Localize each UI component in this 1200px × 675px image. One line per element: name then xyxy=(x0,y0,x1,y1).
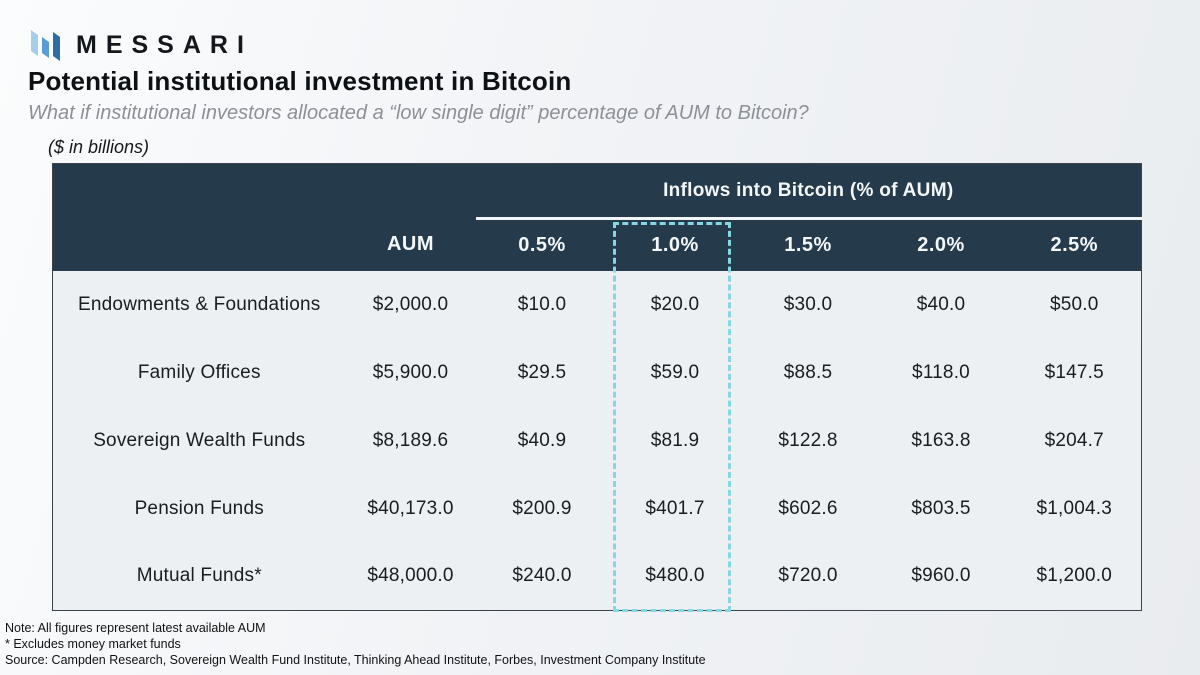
cell-2-5pct: $204.7 xyxy=(1044,429,1104,451)
footnote-asterisk: * Excludes money market funds xyxy=(5,637,181,651)
cell-2-0pct: $118.0 xyxy=(912,361,970,383)
cell-0-5pct: $10.0 xyxy=(517,293,567,315)
cell-1-5pct: $602.6 xyxy=(778,497,838,519)
cell-1-0pct: $401.7 xyxy=(645,497,705,519)
cell-aum: $2,000.0 xyxy=(372,293,449,315)
col-header-blank xyxy=(52,218,346,271)
table-row: Family Offices $5,900.0 $29.5 $59.0 $88.… xyxy=(52,338,1142,407)
cell-1-5pct: $88.5 xyxy=(783,361,833,383)
cell-2-5pct: $147.5 xyxy=(1044,361,1104,383)
units-note: ($ in billions) xyxy=(48,137,150,157)
messari-logo-icon xyxy=(31,30,60,61)
cell-1-0pct: $81.9 xyxy=(650,429,700,451)
header-spacer xyxy=(52,163,476,219)
cell-2-5pct: $1,004.3 xyxy=(1036,497,1113,519)
row-label: Endowments & Foundations xyxy=(78,293,321,315)
cell-aum: $8,189.6 xyxy=(372,429,449,451)
table-row: Pension Funds $40,173.0 $200.9 $401.7 $6… xyxy=(52,474,1142,543)
cell-0-5pct: $240.0 xyxy=(512,565,572,587)
messari-logo: MESSARI xyxy=(28,27,253,63)
cell-2-5pct: $1,200.0 xyxy=(1036,565,1113,587)
cell-0-5pct: $200.9 xyxy=(512,497,572,519)
messari-wordmark: MESSARI xyxy=(76,30,253,59)
cell-0-5pct: $29.5 xyxy=(517,361,567,383)
cell-1-5pct: $720.0 xyxy=(778,565,838,587)
row-label: Family Offices xyxy=(137,361,261,383)
page-subtitle: What if institutional investors allocate… xyxy=(28,102,809,124)
col-header-1-0pct: 1.0% xyxy=(608,218,742,271)
table-row: Sovereign Wealth Funds $8,189.6 $40.9 $8… xyxy=(52,406,1142,475)
aum-inflows-table: Inflows into Bitcoin (% of AUM) AUM 0.5%… xyxy=(52,163,1143,612)
cell-aum: $48,000.0 xyxy=(367,565,454,587)
col-header-2-0pct: 2.0% xyxy=(874,218,1008,271)
col-header-2-5pct: 2.5% xyxy=(1007,218,1142,271)
row-label: Sovereign Wealth Funds xyxy=(93,429,306,451)
cell-0-5pct: $40.9 xyxy=(517,429,567,451)
cell-1-5pct: $30.0 xyxy=(783,293,833,315)
row-label: Mutual Funds* xyxy=(136,565,262,587)
table-row: Endowments & Foundations $2,000.0 $10.0 … xyxy=(52,270,1142,339)
table-row: Mutual Funds* $48,000.0 $240.0 $480.0 $7… xyxy=(52,542,1142,611)
col-header-aum: AUM xyxy=(345,218,476,271)
row-label: Pension Funds xyxy=(134,497,264,519)
cell-2-0pct: $960.0 xyxy=(911,565,971,587)
col-header-0-5pct: 0.5% xyxy=(475,218,609,271)
cell-aum: $5,900.0 xyxy=(372,361,449,383)
table-header: Inflows into Bitcoin (% of AUM) AUM 0.5%… xyxy=(52,163,1142,271)
col-header-1-5pct: 1.5% xyxy=(741,218,875,271)
page-title: Potential institutional investment in Bi… xyxy=(28,66,572,96)
cell-1-0pct: $20.0 xyxy=(650,293,700,315)
footnote-source: Source: Campden Research, Sovereign Weal… xyxy=(5,653,706,667)
cell-1-5pct: $122.8 xyxy=(778,429,838,451)
footnote-note: Note: All figures represent latest avail… xyxy=(5,621,266,635)
cell-2-0pct: $40.0 xyxy=(916,293,966,315)
cell-aum: $40,173.0 xyxy=(367,497,454,519)
footnotes: Note: All figures represent latest avail… xyxy=(5,620,706,668)
group-header: Inflows into Bitcoin (% of AUM) xyxy=(475,163,1142,220)
cell-1-0pct: $59.0 xyxy=(650,361,700,383)
table-body: Endowments & Foundations $2,000.0 $10.0 … xyxy=(52,270,1142,611)
cell-2-0pct: $163.8 xyxy=(911,429,971,451)
cell-2-0pct: $803.5 xyxy=(911,497,971,519)
cell-2-5pct: $50.0 xyxy=(1049,293,1099,315)
cell-1-0pct: $480.0 xyxy=(645,565,705,587)
